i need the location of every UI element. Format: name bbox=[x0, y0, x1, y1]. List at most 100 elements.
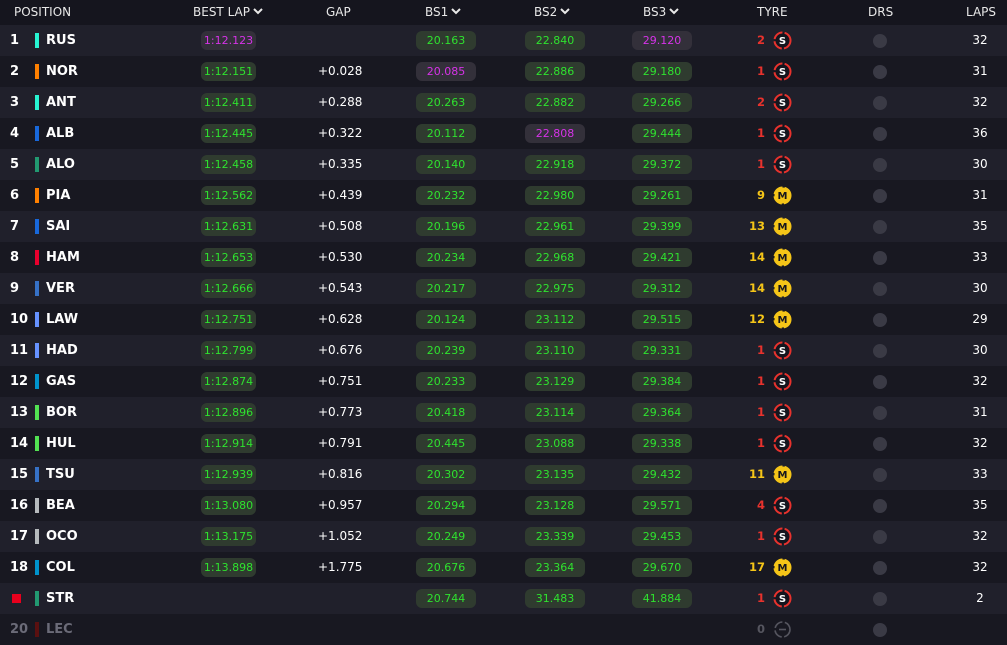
table-row[interactable]: 11 HAD 1:12.799 +0.676 20.239 23.110 29.331 1 S 3… bbox=[0, 335, 1007, 366]
position-number: 12 bbox=[10, 374, 29, 389]
header-bs2[interactable]: BS2 bbox=[534, 0, 570, 25]
best-lap-time: 1:12.151 bbox=[201, 62, 256, 81]
best-lap-time: 1:13.080 bbox=[201, 496, 256, 515]
tyre-age: 9 bbox=[756, 188, 765, 202]
position-number: 7 bbox=[10, 219, 20, 234]
header-bs1-label: BS1 bbox=[425, 5, 449, 19]
sector-bs1-time: 20.112 bbox=[416, 124, 476, 143]
sector-bs1-time: 20.744 bbox=[416, 589, 476, 608]
gap-value: +0.508 bbox=[318, 219, 363, 233]
best-lap-time: 1:13.175 bbox=[201, 527, 256, 546]
team-color-bar bbox=[35, 591, 39, 606]
svg-text:S: S bbox=[779, 36, 786, 47]
driver-code: SAI bbox=[46, 219, 71, 234]
header-best-lap[interactable]: BEST LAP bbox=[193, 0, 263, 25]
best-lap-time: 1:13.898 bbox=[201, 558, 256, 577]
sector-bs3-time: 29.372 bbox=[632, 155, 692, 174]
table-row[interactable]: STR 20.744 31.483 41.884 1 S 2 bbox=[0, 583, 1007, 614]
header-bs1[interactable]: BS1 bbox=[425, 0, 461, 25]
drs-indicator-icon bbox=[873, 437, 887, 451]
soft-tyre-icon: S bbox=[773, 403, 792, 422]
sector-bs3-time: 29.515 bbox=[632, 310, 692, 329]
driver-code: LAW bbox=[46, 312, 79, 327]
sector-bs3-time: 29.399 bbox=[632, 217, 692, 236]
gap-value: +0.322 bbox=[318, 126, 363, 140]
laps-count: 29 bbox=[972, 312, 988, 326]
table-row[interactable]: 12 GAS 1:12.874 +0.751 20.233 23.129 29.384 1 S 3… bbox=[0, 366, 1007, 397]
sector-bs3-time: 29.444 bbox=[632, 124, 692, 143]
sector-bs2-time: 22.918 bbox=[525, 155, 585, 174]
drs-indicator-icon bbox=[873, 592, 887, 606]
gap-value: +0.628 bbox=[318, 312, 363, 326]
sector-bs2-time: 22.980 bbox=[525, 186, 585, 205]
drs-indicator-icon bbox=[873, 406, 887, 420]
table-row[interactable]: 8 HAM 1:12.653 +0.530 20.234 22.968 29.421 14 M 3… bbox=[0, 242, 1007, 273]
table-row[interactable]: 5 ALO 1:12.458 +0.335 20.140 22.918 29.372 1 S 30 bbox=[0, 149, 1007, 180]
best-lap-time: 1:12.896 bbox=[201, 403, 256, 422]
position-number: 13 bbox=[10, 405, 29, 420]
table-row[interactable]: 4 ALB 1:12.445 +0.322 20.112 22.808 29.444 1 S 36 bbox=[0, 118, 1007, 149]
header-drs[interactable]: DRS bbox=[868, 5, 894, 19]
team-color-bar bbox=[35, 250, 39, 265]
table-row[interactable]: 1 RUS 1:12.123 20.163 22.840 29.120 2 S 32 bbox=[0, 25, 1007, 56]
drs-indicator-icon bbox=[873, 499, 887, 513]
table-row[interactable]: 7 SAI 1:12.631 +0.508 20.196 22.961 29.399 13 M 3… bbox=[0, 211, 1007, 242]
sector-bs3-time: 29.364 bbox=[632, 403, 692, 422]
best-lap-time: 1:12.411 bbox=[201, 93, 256, 112]
sector-bs2-time: 23.128 bbox=[525, 496, 585, 515]
laps-count: 32 bbox=[972, 560, 988, 574]
driver-code: HAD bbox=[46, 343, 78, 358]
svg-text:S: S bbox=[779, 98, 786, 109]
header-position[interactable]: POSITION bbox=[14, 5, 72, 19]
table-row[interactable]: 10 LAW 1:12.751 +0.628 20.124 23.112 29.515 12 M… bbox=[0, 304, 1007, 335]
drs-indicator-icon bbox=[873, 189, 887, 203]
team-color-bar bbox=[35, 498, 39, 513]
sector-bs3-time: 29.453 bbox=[632, 527, 692, 546]
medium-tyre-icon: M bbox=[773, 279, 792, 298]
tyre-age: 1 bbox=[756, 591, 765, 605]
table-row[interactable]: 20 LEC 0 bbox=[0, 614, 1007, 645]
sector-bs1-time: 20.233 bbox=[416, 372, 476, 391]
driver-code: LEC bbox=[46, 622, 73, 637]
gap-value: +0.530 bbox=[318, 250, 363, 264]
table-row[interactable]: 16 BEA 1:13.080 +0.957 20.294 23.128 29.571 4 S 3… bbox=[0, 490, 1007, 521]
drs-indicator-icon bbox=[873, 375, 887, 389]
tyre-age: 0 bbox=[756, 622, 765, 636]
table-row[interactable]: 6 PIA 1:12.562 +0.439 20.232 22.980 29.261 9 M 31 bbox=[0, 180, 1007, 211]
sector-bs2-time: 22.961 bbox=[525, 217, 585, 236]
header-laps[interactable]: LAPS bbox=[966, 5, 997, 19]
sector-bs1-time: 20.676 bbox=[416, 558, 476, 577]
sector-bs2-time: 22.886 bbox=[525, 62, 585, 81]
table-row[interactable]: 15 TSU 1:12.939 +0.816 20.302 23.135 29.432 11 M… bbox=[0, 459, 1007, 490]
header-gap[interactable]: GAP bbox=[326, 5, 351, 19]
header-tyre[interactable]: TYRE bbox=[757, 5, 788, 19]
laps-count: 35 bbox=[972, 219, 988, 233]
sector-bs1-time: 20.249 bbox=[416, 527, 476, 546]
team-color-bar bbox=[35, 219, 39, 234]
chevron-down-icon bbox=[560, 0, 570, 24]
table-row[interactable]: 17 OCO 1:13.175 +1.052 20.249 23.339 29.453 1 S 3… bbox=[0, 521, 1007, 552]
tyre-age: 2 bbox=[756, 33, 765, 47]
drs-indicator-icon bbox=[873, 282, 887, 296]
table-row[interactable]: 14 HUL 1:12.914 +0.791 20.445 23.088 29.338 1 S 3… bbox=[0, 428, 1007, 459]
sector-bs3-time: 29.670 bbox=[632, 558, 692, 577]
position-number: 14 bbox=[10, 436, 29, 451]
table-row[interactable]: 9 VER 1:12.666 +0.543 20.217 22.975 29.312 14 M 3… bbox=[0, 273, 1007, 304]
driver-code: ANT bbox=[46, 95, 76, 110]
table-row[interactable]: 2 NOR 1:12.151 +0.028 20.085 22.886 29.180 1 S 31 bbox=[0, 56, 1007, 87]
tyre-age: 14 bbox=[748, 281, 765, 295]
table-row[interactable]: 13 BOR 1:12.896 +0.773 20.418 23.114 29.364 1 S 3… bbox=[0, 397, 1007, 428]
driver-code: OCO bbox=[46, 529, 78, 544]
gap-value: +0.791 bbox=[318, 436, 363, 450]
table-row[interactable]: 3 ANT 1:12.411 +0.288 20.263 22.882 29.266 2 S 32 bbox=[0, 87, 1007, 118]
table-header: POSITION BEST LAP GAP BS1 BS2 BS3 TYRE D… bbox=[0, 0, 1007, 25]
sector-bs2-time: 22.975 bbox=[525, 279, 585, 298]
header-bs3[interactable]: BS3 bbox=[643, 0, 679, 25]
svg-text:S: S bbox=[779, 67, 786, 78]
laps-count: 32 bbox=[972, 374, 988, 388]
team-color-bar bbox=[35, 312, 39, 327]
tyre-age: 1 bbox=[756, 529, 765, 543]
soft-tyre-icon: S bbox=[773, 31, 792, 50]
table-row[interactable]: 18 COL 1:13.898 +1.775 20.676 23.364 29.670 17 M… bbox=[0, 552, 1007, 583]
svg-text:M: M bbox=[778, 253, 788, 264]
